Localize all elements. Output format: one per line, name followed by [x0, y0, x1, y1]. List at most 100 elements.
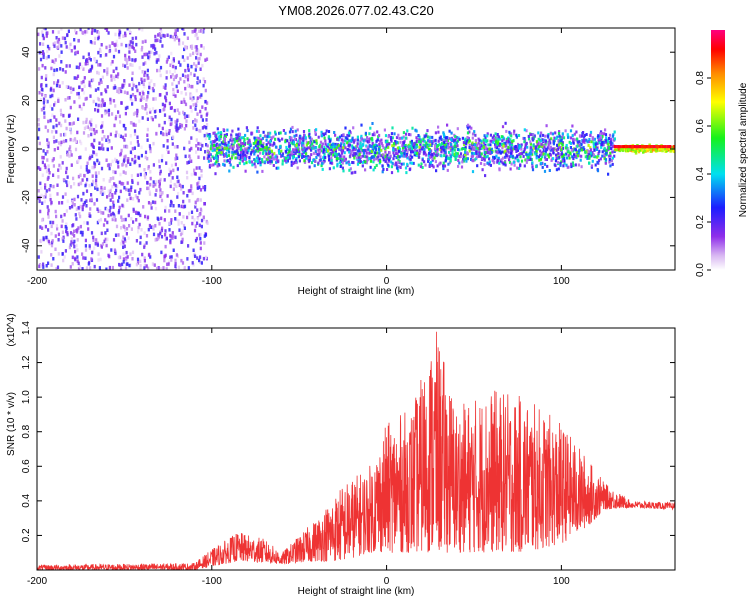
- spectrogram-cell: [95, 238, 98, 242]
- spectrogram-cell: [89, 155, 92, 160]
- colorbar-tick-label: 0.6: [695, 119, 706, 133]
- spectrogram-cell: [86, 59, 89, 63]
- spectrogram-cell: [118, 262, 121, 267]
- spectrogram-cell: [404, 145, 407, 149]
- spectrogram-cell: [501, 146, 504, 150]
- spectrogram-cell: [648, 143, 651, 146]
- spectrogram-cell: [118, 180, 121, 185]
- spectrogram-cell: [136, 181, 140, 186]
- spectrogram-cell: [125, 163, 128, 168]
- spectrogram-cell: [308, 132, 311, 136]
- spectrogram-cell: [539, 153, 542, 157]
- spectrogram-cell: [346, 137, 349, 141]
- spectrogram-cell: [154, 97, 157, 101]
- spectrogram-cell: [481, 168, 484, 172]
- spectrogram-cell: [555, 136, 558, 140]
- spectrogram-cell: [41, 63, 44, 68]
- spectrogram-cell: [602, 143, 605, 147]
- spectrogram-cell: [137, 198, 140, 203]
- spectrogram-cell: [134, 49, 137, 53]
- spectrogram-cell: [508, 155, 511, 159]
- spectrogram-cell: [196, 76, 199, 80]
- spectrogram-cell: [77, 206, 80, 210]
- spectrogram-cell: [42, 42, 45, 46]
- spectrogram-cell: [179, 123, 182, 127]
- spectrogram-cell: [436, 145, 439, 149]
- spectrogram-cell: [483, 134, 486, 138]
- spectrogram-cell: [440, 147, 444, 151]
- spectrogram-cell: [94, 171, 97, 175]
- spectrogram-cell: [348, 163, 351, 166]
- spectrogram-cell: [475, 152, 478, 156]
- spectrogram-cell: [265, 148, 268, 152]
- spectrogram-cell: [39, 209, 42, 214]
- spectrogram-cell: [543, 144, 546, 148]
- spectrogram-cell: [55, 130, 58, 134]
- spectrogram-cell: [126, 227, 129, 231]
- spectrogram-cell: [274, 155, 277, 159]
- spectrogram-cell: [105, 53, 108, 57]
- spectrogram-cell: [78, 211, 81, 216]
- spectrogram-cell: [121, 135, 125, 140]
- spectrogram-cell: [293, 137, 297, 141]
- spectrogram-cell: [582, 139, 585, 143]
- x-tick-label: 0: [384, 276, 390, 287]
- spectrogram-cell: [331, 150, 334, 154]
- spectrogram-cell: [352, 153, 355, 157]
- spectrogram-cell: [557, 151, 560, 155]
- spectrogram-cell: [544, 152, 547, 156]
- spectrogram-cell: [333, 131, 336, 134]
- spectrogram-cell: [461, 160, 464, 164]
- spectrogram-cell: [609, 164, 612, 168]
- spectrogram-cell: [455, 136, 458, 139]
- spectrogram-cell: [68, 122, 71, 126]
- spectrogram-cell: [247, 149, 250, 153]
- spectrogram-cell: [380, 138, 383, 142]
- spectrogram-cell: [356, 142, 359, 146]
- spectrogram-cell: [122, 170, 125, 174]
- spectrogram-cell: [292, 150, 295, 154]
- spectrogram-cell: [172, 59, 175, 63]
- spectrogram-cell: [337, 144, 340, 148]
- spectrogram-cell: [103, 103, 106, 107]
- spectrogram-cell: [104, 206, 107, 211]
- spectrogram-cell: [590, 164, 594, 168]
- spectrogram-cell: [267, 157, 270, 161]
- spectrogram-cell: [396, 140, 399, 144]
- spectrogram-cell: [181, 231, 184, 235]
- spectrogram-cell: [605, 138, 608, 142]
- spectrogram-cell: [578, 143, 581, 147]
- spectrogram-cell: [126, 58, 129, 62]
- spectrogram-cell: [459, 155, 462, 158]
- spectrogram-cell: [391, 144, 394, 148]
- spectrogram-cell: [76, 194, 80, 199]
- spectrogram-cell: [295, 143, 298, 147]
- y-tick-label: 1.2: [21, 355, 32, 369]
- spectrogram-cell: [41, 173, 44, 177]
- spectrogram-cell: [162, 85, 165, 89]
- spectrogram-cell: [531, 168, 535, 172]
- spectrogram-cell: [200, 95, 203, 99]
- spectrogram-cell: [72, 176, 75, 181]
- spectrogram-cell: [378, 154, 381, 158]
- spectrogram-cell: [73, 244, 76, 249]
- spectrogram-cell: [209, 140, 212, 144]
- spectrogram-cell: [516, 166, 519, 170]
- spectrogram-cell: [351, 136, 354, 140]
- spectrogram-cell: [643, 149, 646, 152]
- spectrogram-cell: [98, 141, 101, 145]
- spectrogram-cell: [76, 238, 79, 242]
- spectrogram-cell: [439, 161, 442, 165]
- spectrogram-cell: [152, 45, 155, 50]
- spectrogram-cell: [545, 158, 548, 161]
- spectrogram-cell: [327, 136, 330, 140]
- spectrogram-cell: [252, 149, 255, 153]
- spectrogram-cell: [278, 131, 281, 135]
- spectrogram-cell: [504, 163, 507, 167]
- spectrogram-cell: [134, 58, 137, 62]
- spectrogram-cell: [331, 161, 334, 165]
- spectrogram-cell: [148, 85, 151, 90]
- spectrogram-cell: [590, 154, 593, 158]
- spectrogram-cell: [45, 34, 48, 38]
- spectrogram-cell: [167, 55, 170, 59]
